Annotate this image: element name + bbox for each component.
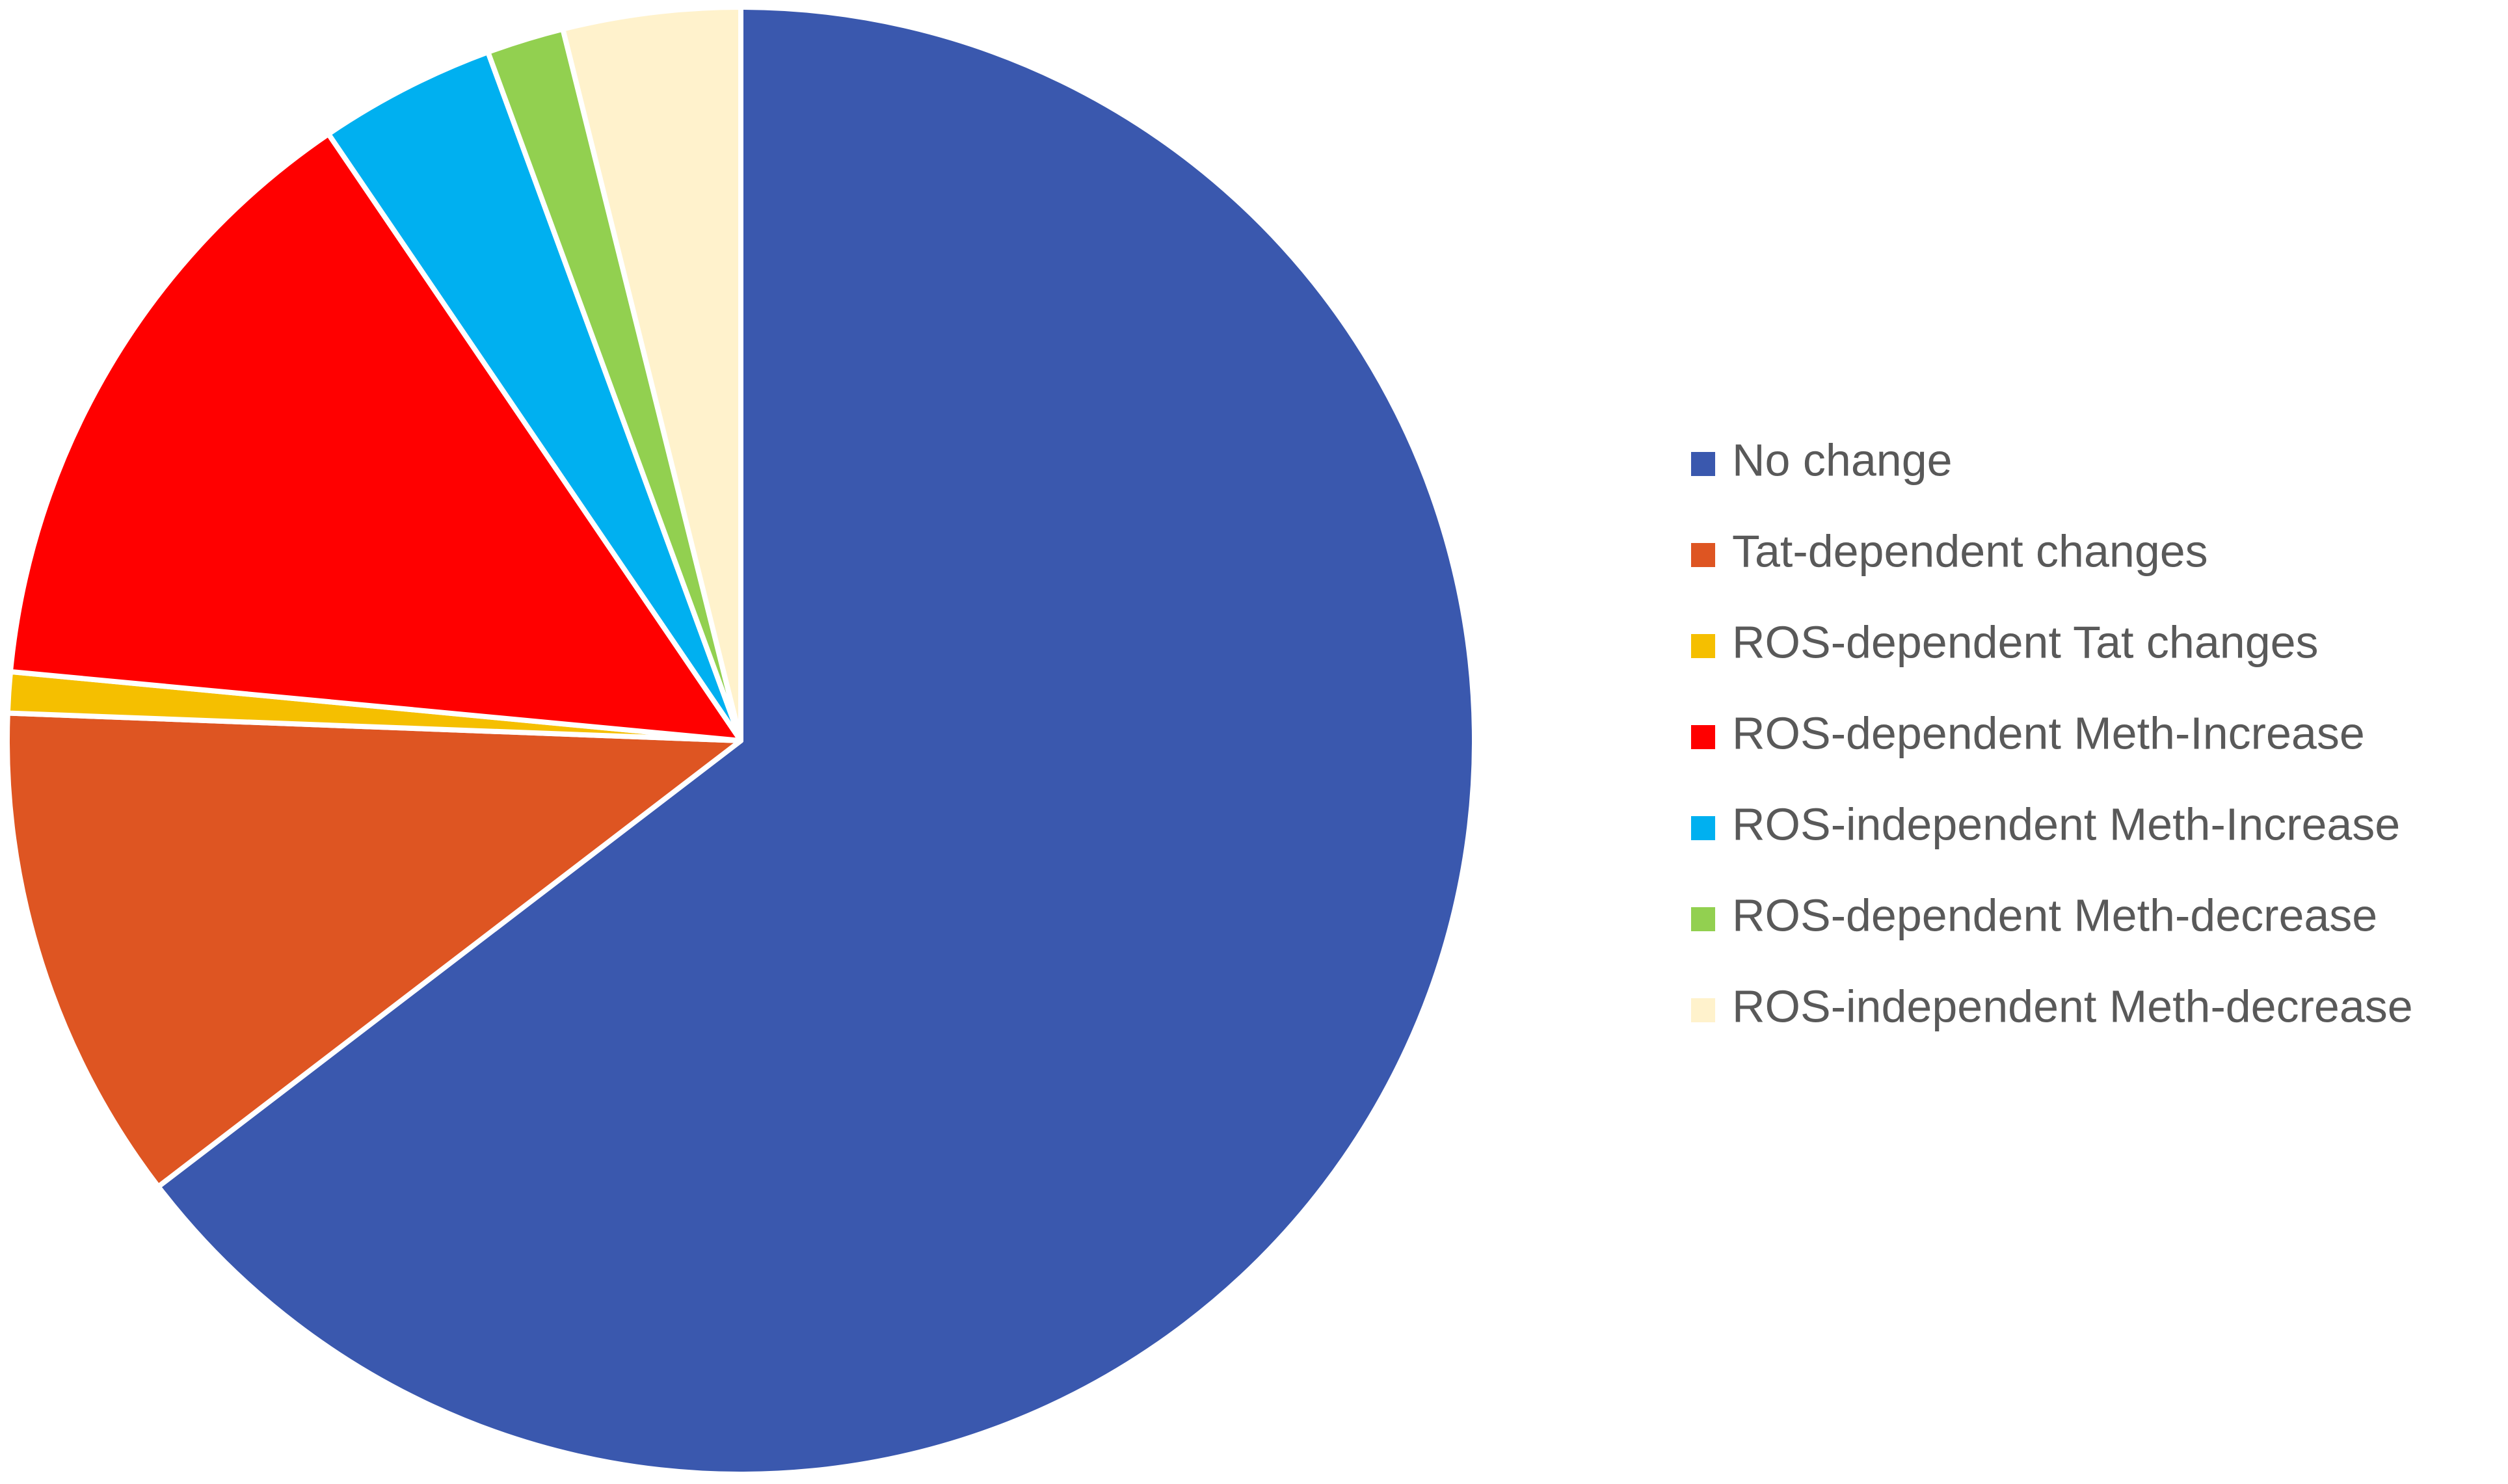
pie-slice [325,49,743,743]
pie-slice [155,5,1477,1477]
legend-marker [1691,907,1715,931]
pie-slice [560,5,743,743]
pie-slice [8,131,743,743]
legend-label: ROS-dependent Tat changes [1732,616,2319,667]
legend-marker [1691,452,1715,476]
legend-marker [1691,634,1715,658]
legend-label: ROS-dependent Meth-Increase [1732,708,2365,758]
legend-label: ROS-dependent Meth-decrease [1732,890,2377,940]
legend-label: ROS-independent Meth-decrease [1732,981,2413,1031]
legend-marker [1691,816,1715,840]
legend-label: No change [1732,434,1953,485]
legend-marker [1691,725,1715,749]
legend-label: Tat-dependent changes [1732,525,2208,576]
legend-marker [1691,998,1715,1022]
pie-slice [5,710,743,1189]
legend-marker [1691,543,1715,567]
legend-label: ROS-independent Meth-Increase [1732,799,2400,849]
